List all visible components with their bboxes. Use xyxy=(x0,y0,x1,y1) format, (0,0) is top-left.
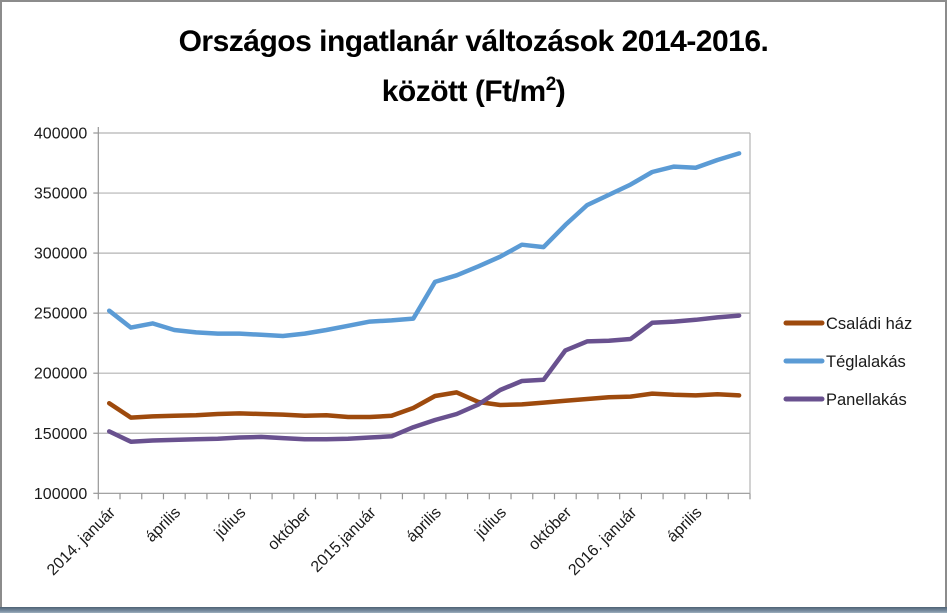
x-tick-label: április xyxy=(143,504,185,546)
x-tick-label: 2014. január xyxy=(44,504,119,579)
x-tick-label: április xyxy=(403,504,445,546)
chart-title: Országos ingatlanár változások 2014-2016… xyxy=(0,20,947,113)
y-tick-label: 100000 xyxy=(34,486,87,503)
legend-label: Panellakás xyxy=(826,391,907,409)
chart-title-line2: között (Ft/m2) xyxy=(381,74,566,108)
y-tick-label: 350000 xyxy=(34,186,87,203)
chart-title-line1: Országos ingatlanár változások 2014-2016… xyxy=(178,25,769,58)
legend-label: Családi ház xyxy=(826,315,912,333)
x-tick-label: július xyxy=(471,504,510,543)
x-tick-label: 2015.január xyxy=(308,504,380,576)
series-line-t-glalak-s xyxy=(106,151,742,339)
y-tick-label: 200000 xyxy=(34,366,87,383)
squared-superscript: 2 xyxy=(545,74,557,95)
y-tick-label: 400000 xyxy=(34,126,87,143)
legend-label: Téglalakás xyxy=(826,353,906,371)
x-tick-label: október xyxy=(525,504,575,554)
x-tick-label: október xyxy=(265,504,315,554)
series-line-csal-di-h-z xyxy=(106,390,742,420)
y-tick-label: 300000 xyxy=(34,246,87,263)
series-line-panellak-s xyxy=(106,313,742,444)
x-tick-label: április xyxy=(664,504,706,546)
y-tick-label: 150000 xyxy=(34,426,87,443)
y-tick-label: 250000 xyxy=(34,306,87,323)
x-tick-label: 2016. január xyxy=(565,504,640,579)
window-bottom-edge xyxy=(0,607,947,613)
x-tick-label: július xyxy=(211,504,250,543)
